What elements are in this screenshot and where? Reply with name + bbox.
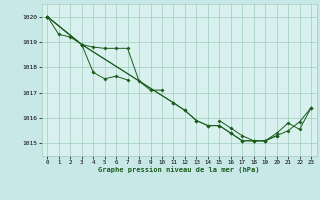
X-axis label: Graphe pression niveau de la mer (hPa): Graphe pression niveau de la mer (hPa) (99, 167, 260, 173)
